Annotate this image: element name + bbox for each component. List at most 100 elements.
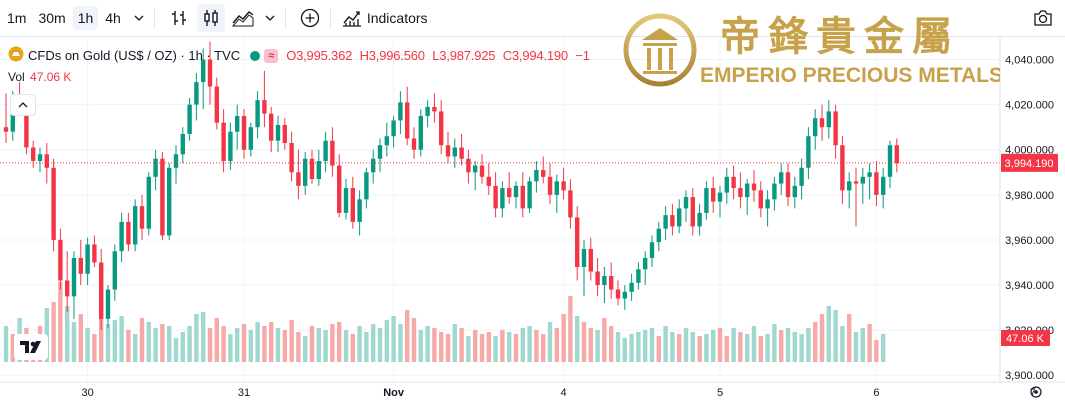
volume-bar	[588, 328, 593, 362]
candle-body	[364, 172, 369, 200]
y-tick-label: 4,000.000	[1005, 145, 1054, 157]
volume-bar	[500, 330, 505, 362]
volume-bar	[799, 334, 804, 362]
candle-body	[269, 113, 274, 141]
logo-english-text: EMPERIO PRECIOUS METALS	[700, 64, 1000, 87]
candle-body	[534, 170, 539, 182]
candle-body	[262, 100, 267, 114]
volume-bar	[541, 334, 546, 362]
volume-bar	[112, 320, 117, 362]
candle-body	[146, 176, 151, 229]
candle-body	[731, 176, 736, 189]
x-tick-label: 31	[238, 387, 250, 399]
candles-chart-icon[interactable]	[196, 4, 225, 32]
x-tick-label: 5	[717, 387, 723, 399]
candle-body	[847, 181, 852, 191]
volume-bar	[350, 334, 355, 362]
timeframe-dropdown-chevron-icon[interactable]	[130, 4, 148, 32]
volume-bar	[99, 318, 104, 362]
candle-body	[439, 111, 444, 146]
camera-icon[interactable]	[1029, 4, 1057, 32]
volume-bar	[323, 330, 328, 362]
volume-bar	[235, 328, 240, 362]
candle-body	[187, 104, 192, 134]
candle-body	[459, 147, 464, 159]
candle-body	[840, 145, 845, 191]
volume-bar	[724, 336, 729, 362]
candle-body	[24, 109, 29, 148]
volume-bar	[228, 334, 233, 362]
candle-body	[711, 188, 716, 202]
volume-bar	[677, 334, 682, 362]
collapse-legend-button[interactable]	[10, 94, 36, 116]
last-volume-tag	[1001, 330, 1050, 346]
candle-body	[881, 176, 886, 195]
volume-bar	[867, 324, 872, 362]
compare-add-icon[interactable]	[296, 4, 324, 32]
toolbar-divider	[153, 8, 155, 28]
candle-body	[547, 176, 553, 195]
candle-body	[792, 185, 797, 198]
y-axis-panel	[1000, 37, 1065, 404]
volume-bar	[690, 332, 695, 362]
candle-body	[568, 190, 573, 218]
volume-bar	[758, 336, 763, 362]
market-open-status-icon	[250, 50, 261, 61]
candle-body	[31, 147, 36, 162]
timeframe-30m[interactable]: 30m	[38, 10, 66, 26]
volume-bar	[547, 322, 553, 362]
candle-body	[527, 181, 532, 209]
candle-body	[105, 289, 111, 319]
area-chart-icon[interactable]	[229, 4, 257, 32]
volume-bar	[622, 338, 627, 362]
candle-body	[391, 120, 396, 137]
candle-body	[133, 206, 138, 245]
candle-body	[615, 289, 621, 299]
candle-body	[10, 104, 15, 132]
timeframe-1m[interactable]: 1m	[7, 10, 27, 26]
volume-bar	[452, 324, 457, 362]
chart-type-chevron-icon[interactable]	[261, 4, 279, 32]
volume-bar	[337, 322, 342, 362]
volume-bar	[405, 310, 410, 362]
volume-bar	[629, 334, 634, 362]
indicators-icon[interactable]	[341, 4, 363, 32]
volume-bar	[289, 320, 294, 362]
volume-bar	[513, 334, 519, 362]
tradingview-logo-icon[interactable]	[14, 334, 48, 360]
candle-body	[221, 122, 226, 162]
indicators-button[interactable]: Indicators	[366, 10, 428, 26]
candle-body	[228, 131, 233, 162]
volume-bar	[527, 326, 532, 362]
candle-body	[520, 185, 525, 209]
volume-bar	[282, 330, 287, 362]
x-tick-label: 6	[873, 387, 879, 399]
candle-body	[303, 158, 308, 186]
ohlc-values: O3,995.362 H3,996.560 L3,987.925 C3,994.…	[286, 48, 590, 63]
candle-body	[112, 251, 117, 290]
candle-body	[656, 228, 661, 243]
delayed-data-badge[interactable]: ≈	[264, 48, 279, 63]
candle-body	[738, 188, 743, 198]
volume-bar	[520, 328, 525, 362]
candle-body	[160, 158, 165, 236]
candle-body	[860, 176, 865, 184]
timeframe-1h[interactable]: 1h	[72, 6, 99, 30]
high-value: H3,996.560	[359, 48, 425, 63]
volume-bar	[377, 328, 383, 362]
candle-body	[425, 106, 430, 116]
x-tick-label: 30	[81, 387, 93, 399]
open-value: O3,995.362	[286, 48, 353, 63]
candle-body	[119, 221, 124, 252]
bar-chart-icon[interactable]	[165, 4, 193, 32]
symbol-title[interactable]: CFDs on Gold (US$ / OZ) · 1h · TVC	[28, 48, 241, 63]
volume-bar	[649, 328, 655, 362]
timeframe-4h[interactable]: 4h	[105, 10, 121, 26]
volume-bar	[881, 334, 886, 362]
candle-body	[717, 192, 723, 202]
chart-settings-icon[interactable]	[1030, 386, 1042, 398]
last-volume-label: 47.06 K	[1006, 333, 1045, 345]
volume-label: Vol	[8, 70, 25, 84]
volume-value: 47.06 K	[30, 70, 72, 84]
